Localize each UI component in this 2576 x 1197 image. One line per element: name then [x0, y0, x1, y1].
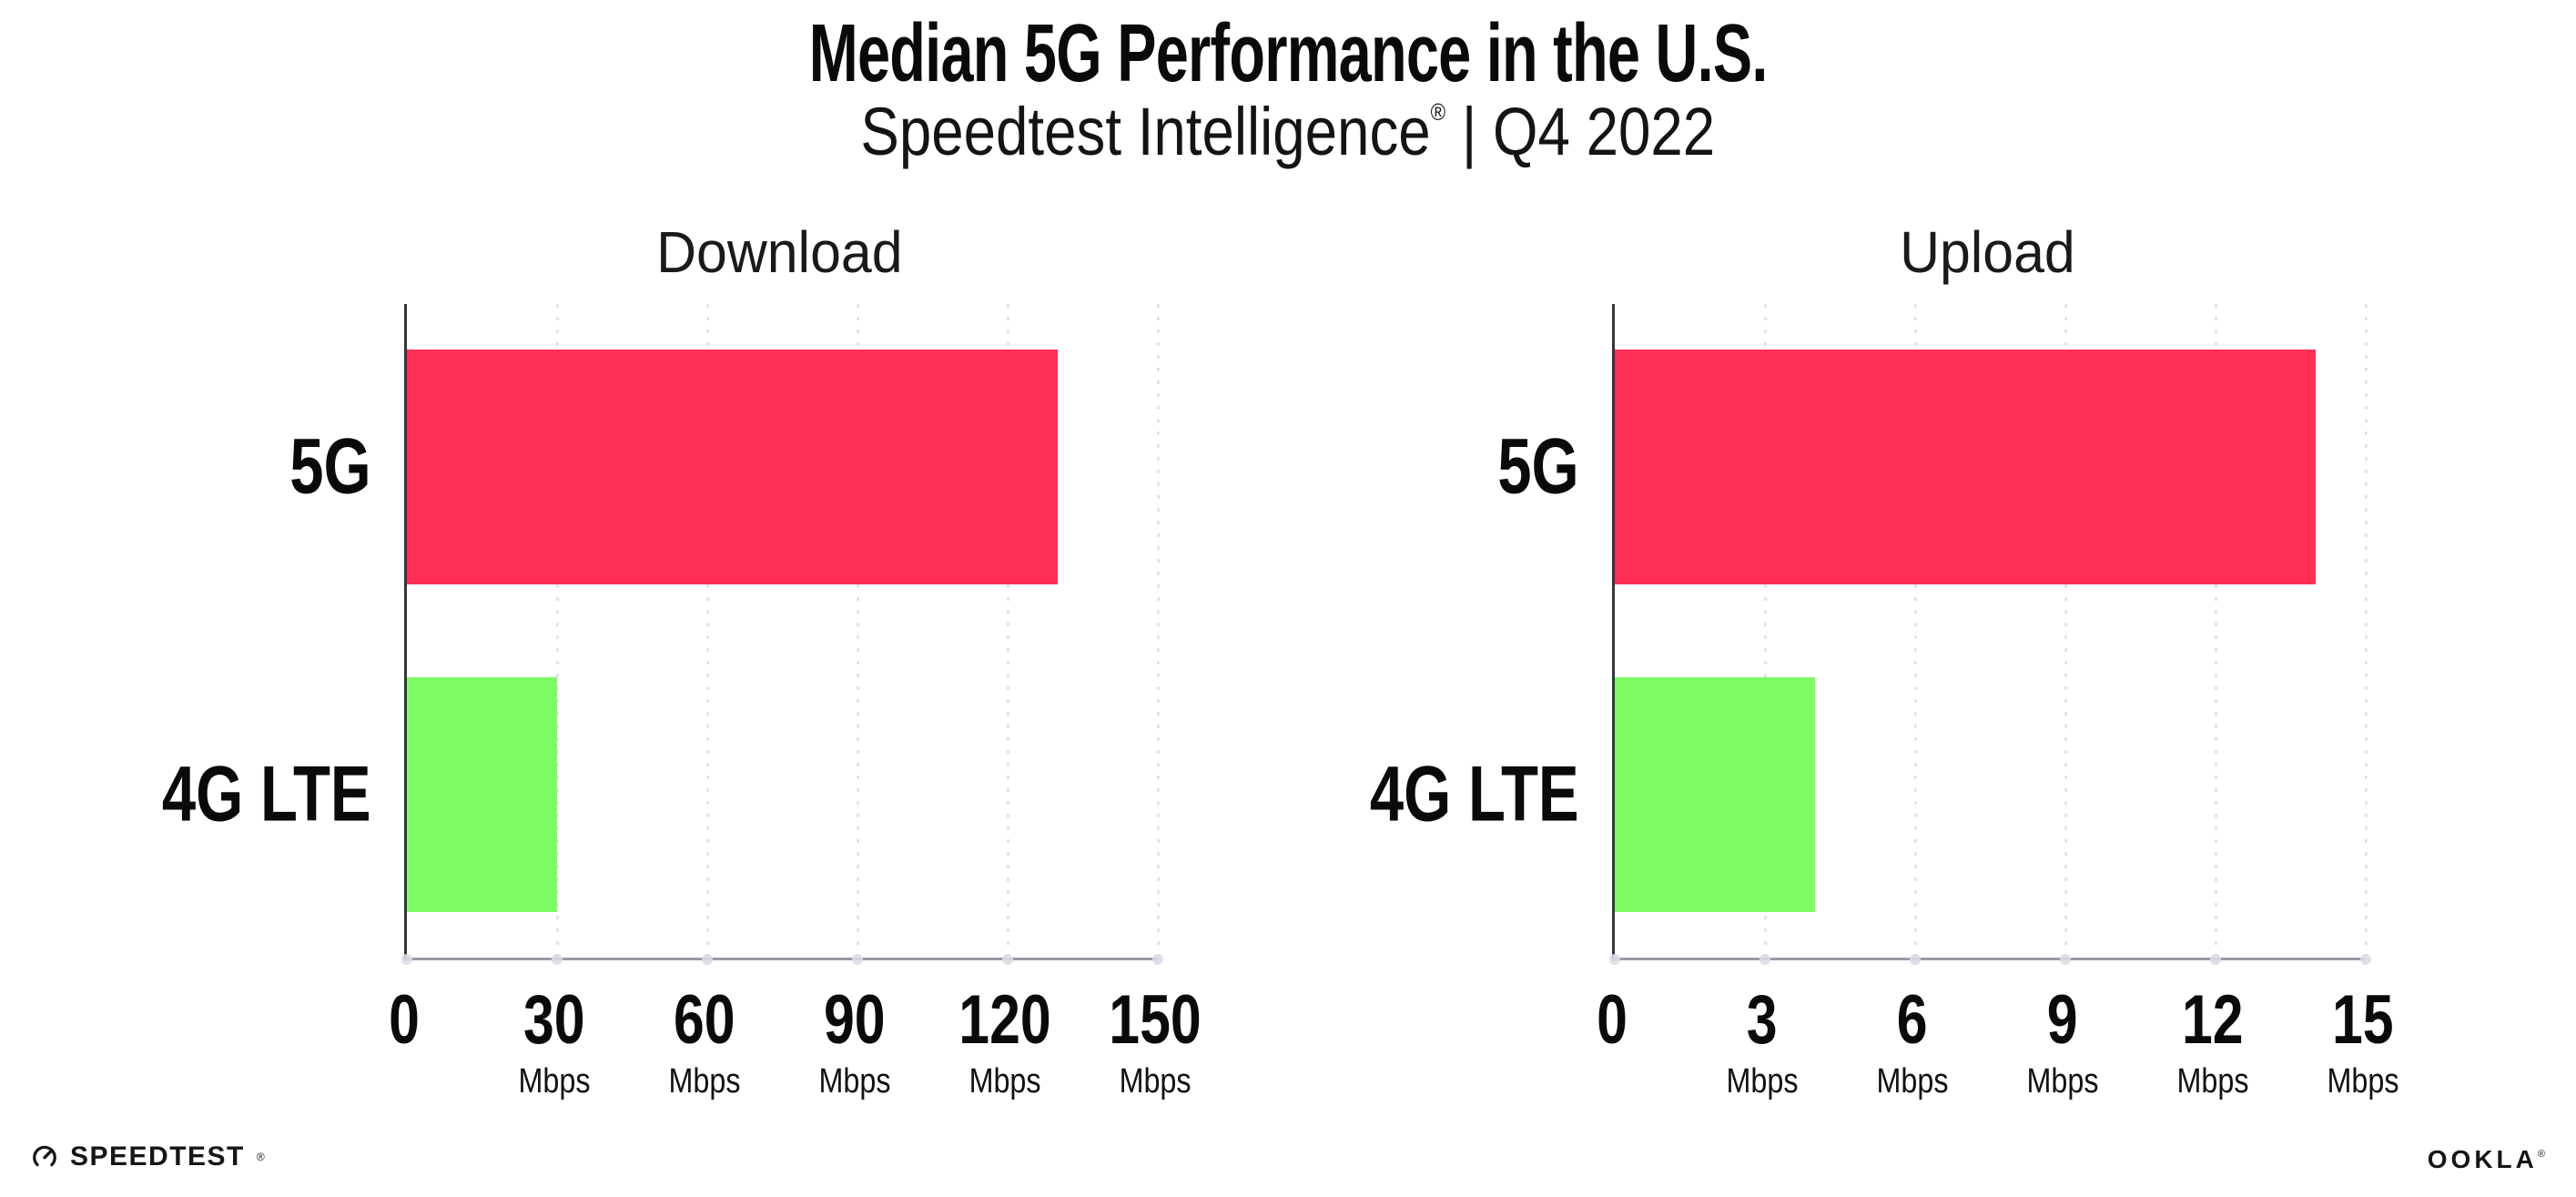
- x-tick-15: 15 Mbps: [2321, 981, 2406, 1101]
- category-label-text: 4G LTE: [1370, 750, 1579, 838]
- speedtest-logo: SPEEDTEST ®: [31, 1141, 265, 1172]
- category-label-4g-lte: 4G LTE: [103, 750, 371, 840]
- x-tick-value: 12: [2182, 981, 2244, 1059]
- speedtest-registered-mark: ®: [256, 1151, 265, 1163]
- x-tick-value: 6: [1897, 981, 1928, 1059]
- download-chart: Download 5G 4G LTE 0 30 Mbps 60 Mbps 90 Mbps 120…: [162, 218, 1202, 1120]
- axis-tick-dot-6: [1910, 954, 1921, 965]
- axis-tick-dot-9: [2060, 954, 2071, 965]
- bar-4g-lte: [407, 677, 557, 912]
- x-tick-value: 9: [2047, 981, 2078, 1059]
- bar-4g-lte: [1615, 677, 1815, 912]
- x-tick-0: 0: [1593, 986, 1631, 1055]
- x-tick-value: 30: [523, 981, 585, 1059]
- page-subtitle: Speedtest Intelligence® | Q4 2022: [0, 93, 2576, 170]
- x-tick-unit: Mbps: [818, 1062, 891, 1101]
- download-chart-title: Download: [656, 219, 903, 285]
- page-title: Median 5G Performance in the U.S.: [0, 7, 2576, 101]
- category-label-4g-lte: 4G LTE: [1311, 750, 1579, 840]
- page-title-text: Median 5G Performance in the U.S.: [808, 8, 1769, 99]
- x-tick-unit: Mbps: [668, 1062, 741, 1101]
- x-tick-value: 15: [2332, 981, 2394, 1059]
- axis-tick-dot-0: [1609, 954, 1620, 965]
- x-tick-0: 0: [385, 986, 423, 1055]
- gridline-15: [2364, 304, 2368, 958]
- download-plot-area: 5G 4G LTE: [162, 304, 1163, 965]
- x-tick-120: 120 Mbps: [948, 981, 1063, 1101]
- gridline-90: [856, 304, 859, 958]
- gridline-60: [705, 304, 709, 958]
- axis-tick-dot-150: [1152, 954, 1163, 965]
- x-tick-value: 0: [389, 981, 420, 1059]
- axis-tick-dot-90: [852, 954, 863, 965]
- gridline-6: [1913, 304, 1917, 958]
- axis-tick-dot-0: [401, 954, 412, 965]
- gridline-120: [1006, 304, 1009, 958]
- upload-x-axis-ticks: 0 3 Mbps 6 Mbps 9 Mbps 12 Mbps 15 Mbps: [1597, 981, 2399, 1113]
- gridline-3: [1763, 304, 1767, 958]
- axis-tick-dot-15: [2360, 954, 2371, 965]
- ookla-logo: OOKLA®: [2428, 1145, 2545, 1174]
- ookla-registered-mark: ®: [2537, 1149, 2545, 1160]
- x-tick-value: 150: [1109, 981, 1202, 1059]
- speedtest-gauge-icon: [33, 1145, 56, 1170]
- axis-tick-dot-120: [1002, 954, 1013, 965]
- x-tick-9: 9 Mbps: [2021, 981, 2105, 1101]
- x-tick-90: 90 Mbps: [813, 981, 898, 1101]
- x-tick-6: 6 Mbps: [1871, 981, 1955, 1101]
- bar-5g: [407, 350, 1058, 584]
- x-tick-60: 60 Mbps: [663, 981, 747, 1101]
- x-tick-unit: Mbps: [1119, 1062, 1192, 1101]
- category-label-text: 4G LTE: [162, 750, 371, 838]
- category-label-text: 5G: [289, 422, 371, 511]
- ookla-wordmark: OOKLA: [2427, 1145, 2538, 1173]
- gridline-9: [2064, 304, 2067, 958]
- x-tick-150: 150 Mbps: [1098, 981, 1213, 1101]
- x-tick-value: 90: [824, 981, 886, 1059]
- category-label-text: 5G: [1497, 422, 1579, 511]
- subtitle-period: | Q4 2022: [1445, 94, 1716, 169]
- x-tick-unit: Mbps: [969, 1062, 1041, 1101]
- x-tick-value: 3: [1747, 981, 1778, 1059]
- gridline-12: [2214, 304, 2217, 958]
- download-x-axis-ticks: 0 30 Mbps 60 Mbps 90 Mbps 120 Mbps 150 Mbps: [389, 981, 1202, 1113]
- upload-chart: Upload 5G 4G LTE 0 3 Mbps 6 Mbps 9 Mbps 12 Mbps 15…: [1370, 218, 2399, 1120]
- x-tick-30: 30 Mbps: [512, 981, 597, 1101]
- x-tick-value: 60: [674, 981, 735, 1059]
- upload-chart-title: Upload: [1900, 219, 2075, 285]
- x-tick-value: 120: [958, 981, 1051, 1059]
- registered-mark: ®: [1430, 98, 1446, 126]
- x-tick-unit: Mbps: [2327, 1062, 2399, 1101]
- axis-tick-dot-3: [1760, 954, 1770, 965]
- gridline-150: [1156, 304, 1160, 958]
- x-tick-3: 3 Mbps: [1720, 981, 1805, 1101]
- x-tick-unit: Mbps: [1876, 1062, 1949, 1101]
- category-label-5g: 5G: [1475, 422, 1579, 512]
- gridline-30: [555, 304, 559, 958]
- x-tick-value: 0: [1597, 981, 1628, 1059]
- x-tick-unit: Mbps: [518, 1062, 591, 1101]
- speedtest-wordmark: SPEEDTEST: [70, 1141, 245, 1172]
- x-tick-unit: Mbps: [1726, 1062, 1799, 1101]
- bar-5g: [1615, 350, 2316, 584]
- subtitle-brand: Speedtest Intelligence: [860, 94, 1431, 169]
- category-label-5g: 5G: [267, 422, 371, 512]
- axis-tick-dot-12: [2210, 954, 2221, 965]
- x-tick-unit: Mbps: [2026, 1062, 2099, 1101]
- upload-plot-area: 5G 4G LTE: [1370, 304, 2371, 965]
- axis-tick-dot-30: [552, 954, 563, 965]
- x-tick-unit: Mbps: [2176, 1062, 2249, 1101]
- x-tick-12: 12 Mbps: [2171, 981, 2256, 1101]
- axis-tick-dot-60: [702, 954, 713, 965]
